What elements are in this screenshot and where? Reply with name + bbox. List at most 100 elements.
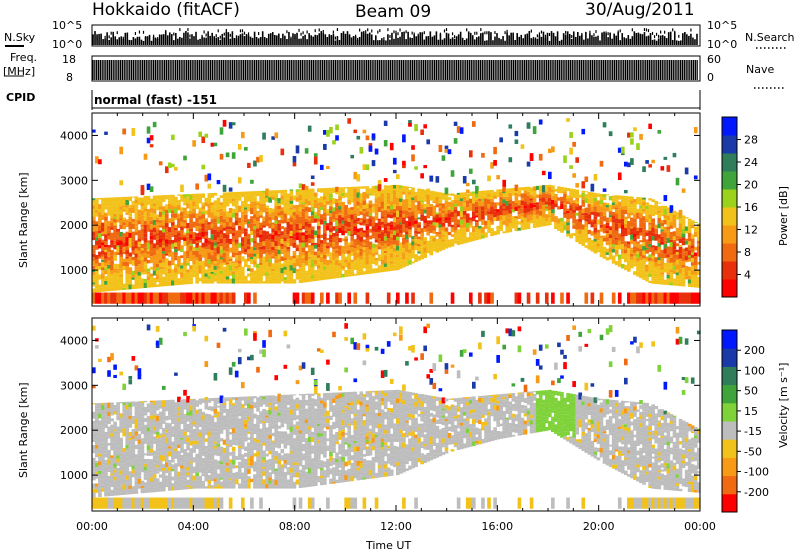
power-cell	[611, 237, 616, 240]
power-cell	[538, 200, 543, 205]
power-cell	[435, 218, 440, 223]
power-cell	[101, 259, 105, 262]
power-cell	[225, 279, 230, 284]
power-cell	[389, 240, 394, 245]
power-cell	[590, 211, 595, 215]
power-cell	[310, 234, 315, 239]
power-cell	[575, 234, 579, 240]
power-cell	[119, 245, 123, 250]
power-cell	[161, 247, 166, 252]
power-cell	[307, 272, 312, 276]
power-cell	[295, 230, 300, 233]
power-cell	[216, 262, 221, 266]
power-cell	[386, 199, 391, 204]
power-cell	[368, 213, 373, 216]
nsearch-tick-bottom: 10^0	[707, 38, 738, 51]
power-cell	[271, 239, 275, 242]
power-cell	[137, 241, 142, 247]
power-cell	[143, 200, 148, 205]
power-cell	[158, 222, 163, 226]
power-cell	[219, 259, 224, 262]
power-cell	[502, 206, 507, 209]
power-cell	[237, 143, 242, 150]
power-cell	[383, 260, 388, 264]
power-cell	[468, 232, 473, 236]
power-cell	[335, 212, 339, 215]
power-cell	[189, 265, 193, 270]
power-cell	[338, 200, 342, 203]
power-cell	[654, 273, 659, 279]
power-cell	[168, 292, 172, 304]
power-cell	[642, 264, 646, 269]
power-cell	[326, 209, 330, 214]
power-cell	[383, 206, 388, 211]
power-cell	[487, 214, 491, 218]
power-cell	[301, 222, 306, 226]
power-cell	[177, 230, 181, 233]
power-cell	[316, 206, 321, 210]
power-cell	[326, 200, 330, 205]
power-cell	[408, 221, 412, 227]
power-cell	[399, 194, 403, 199]
power-cell	[183, 210, 187, 216]
power-cell	[119, 180, 123, 186]
power-cell	[499, 215, 503, 221]
power-cell	[219, 222, 224, 225]
power-cell	[280, 276, 285, 279]
power-cell	[441, 248, 446, 250]
power-cell	[505, 200, 510, 206]
power-cell	[122, 261, 127, 266]
power-cell	[219, 233, 224, 240]
power-cell	[268, 237, 272, 240]
power-cell	[131, 223, 136, 229]
power-cell	[374, 198, 379, 204]
power-cell	[307, 238, 312, 244]
power-cell	[280, 273, 285, 277]
power-cell	[149, 259, 154, 264]
power-cell	[630, 228, 634, 232]
power-cell	[426, 206, 431, 210]
power-cell	[307, 234, 312, 239]
power-cell	[155, 245, 160, 250]
power-cell	[696, 223, 701, 225]
power-cell	[599, 160, 604, 167]
power-cell	[189, 229, 193, 232]
power-cell	[493, 146, 497, 155]
power-cell	[405, 210, 409, 216]
power-cell	[128, 274, 133, 277]
power-cell	[323, 213, 327, 217]
power-cell	[219, 261, 224, 264]
power-cell	[620, 263, 625, 269]
power-cell	[298, 265, 303, 268]
power-cell	[481, 190, 485, 192]
power-cell	[192, 239, 196, 244]
power-cell	[326, 253, 330, 257]
power-cell	[389, 186, 394, 190]
power-cell	[590, 203, 595, 207]
power-cell	[307, 227, 312, 231]
power-cell	[101, 256, 105, 260]
power-cell	[453, 121, 458, 126]
power-cell	[414, 166, 418, 170]
power-cell	[429, 203, 434, 207]
power-cell	[368, 208, 373, 214]
power-cell	[444, 220, 449, 223]
power-cell	[335, 207, 339, 213]
power-cell	[98, 220, 102, 226]
power-cell	[259, 281, 263, 284]
power-cell	[459, 211, 464, 217]
power-cell	[323, 143, 327, 150]
power-cell	[286, 272, 291, 275]
power-cell	[95, 266, 99, 273]
power-cell	[508, 192, 513, 197]
power-cell	[168, 203, 172, 209]
power-cell	[189, 292, 193, 304]
power-cell	[535, 209, 540, 215]
power-cell	[310, 211, 315, 216]
power-cell	[155, 222, 160, 225]
power-cell	[313, 259, 318, 265]
power-cell	[338, 215, 342, 219]
power-cell	[295, 255, 300, 259]
power-cell	[371, 206, 376, 210]
power-cell	[213, 142, 218, 147]
